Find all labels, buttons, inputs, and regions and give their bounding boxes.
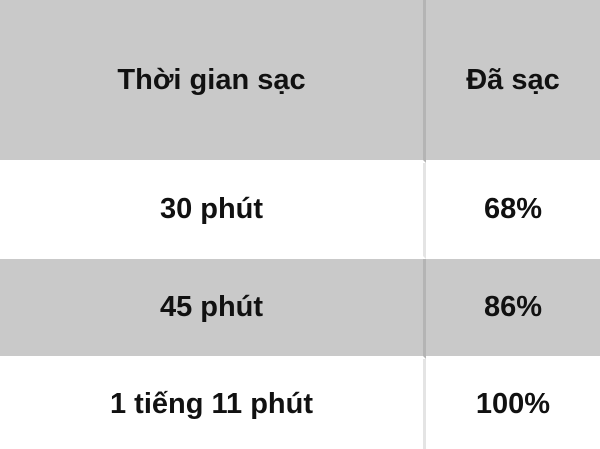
cell-time: 1 tiếng 11 phút: [0, 359, 426, 449]
cell-percent: 100%: [426, 359, 600, 449]
header-charged: Đã sạc: [426, 0, 600, 163]
header-charge-time: Thời gian sạc: [0, 0, 426, 163]
cell-percent: 86%: [426, 259, 600, 359]
table-row: 1 tiếng 11 phút 100%: [0, 359, 600, 449]
header-row: Thời gian sạc Đã sạc: [0, 0, 600, 163]
cell-time: 45 phút: [0, 259, 426, 359]
cell-percent: 68%: [426, 163, 600, 259]
table-row: 30 phút 68%: [0, 163, 600, 259]
cell-time: 30 phút: [0, 163, 426, 259]
table-row: 45 phút 86%: [0, 259, 600, 359]
